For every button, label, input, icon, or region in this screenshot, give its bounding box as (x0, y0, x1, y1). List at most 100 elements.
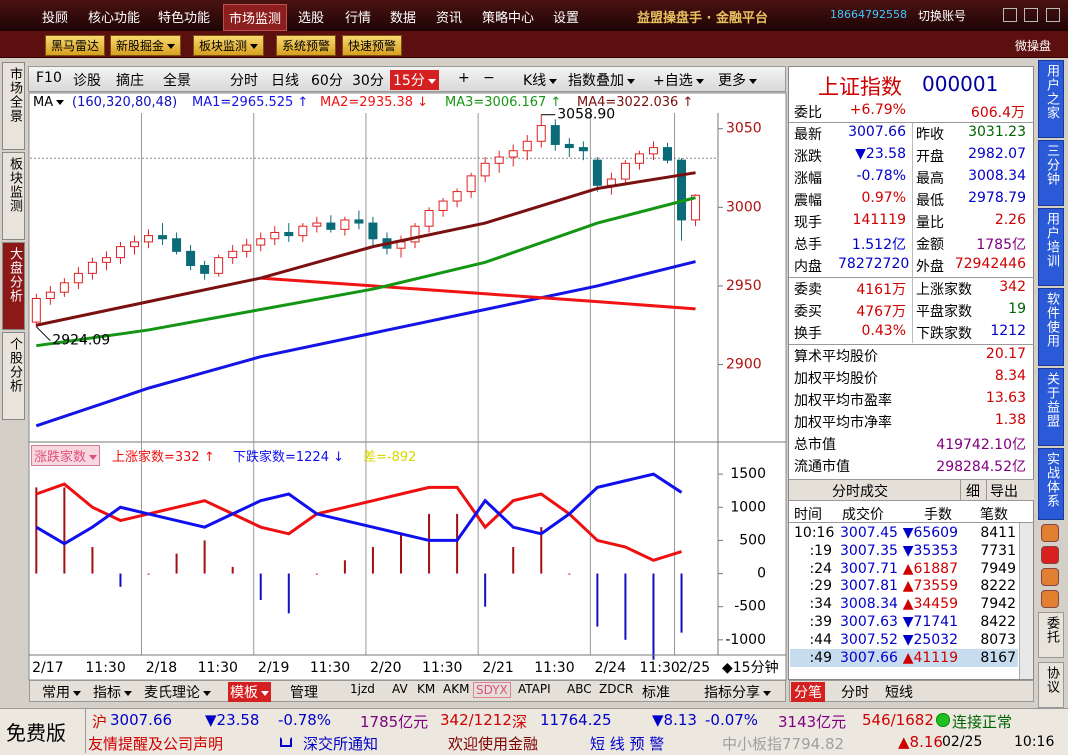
right-tab[interactable]: 三分钟 (1038, 140, 1064, 206)
trade-tab: 细 (966, 484, 980, 500)
phone: 18664792558 (830, 8, 907, 21)
right-tab[interactable]: 协议 (1038, 662, 1064, 708)
chart-tool[interactable]: +自选 (650, 70, 707, 90)
chart-tool[interactable]: F10 (36, 70, 62, 86)
side-icon[interactable] (1041, 546, 1059, 564)
candle-body (270, 231, 280, 240)
indicator-title[interactable]: 涨跌家数 (31, 445, 101, 466)
toolbar-button[interactable]: 系统预警 (276, 35, 337, 56)
bottom-tab[interactable]: 模板 (228, 682, 271, 702)
chart-tool[interactable]: 摘庄 (116, 73, 144, 89)
chart-tool[interactable]: 60分 (311, 73, 343, 89)
quote-value: 1212 (990, 323, 1026, 339)
chart-tool[interactable]: 诊股 (73, 73, 101, 89)
bottom-tab[interactable]: 麦氏理论 (142, 682, 213, 702)
menu-item[interactable]: 选股 (298, 11, 325, 26)
window-button[interactable] (1024, 8, 1038, 22)
chart-tool[interactable]: 30分 (352, 73, 384, 89)
ma-name[interactable]: MA (33, 95, 64, 110)
quote-label: 上涨家数 (916, 282, 972, 298)
status-link[interactable]: 深交所通知 (303, 735, 379, 753)
chart-tool[interactable]: 日线 (271, 73, 299, 89)
right-tab[interactable]: 实战体系 (1038, 448, 1064, 520)
trade-volume: ▼35353 (902, 542, 958, 559)
right-tab[interactable]: 关于益盟 (1038, 368, 1064, 446)
account[interactable]: 切换账号 (918, 9, 967, 23)
toolbar-button[interactable]: 新股掘金 (110, 35, 182, 56)
trade-tab: 导出 (990, 484, 1018, 500)
status-item: 沪 (92, 713, 108, 731)
candle-body (144, 235, 154, 243)
chart-tool[interactable]: 全景 (163, 73, 191, 89)
bottom-tab[interactable]: 指标 (91, 682, 134, 702)
bottom-tab[interactable]: 标准 (642, 685, 670, 701)
x-tick-label: 2/20 (370, 660, 401, 676)
left-tab[interactable]: 市场全景 (2, 62, 25, 150)
y-tick-label: 500 (739, 532, 766, 548)
chart-tool[interactable]: + (458, 70, 470, 86)
bottom-tab[interactable]: SDYX (473, 682, 511, 698)
quote-value: 1785亿 (976, 237, 1026, 253)
right-tab-label: 协议 (1044, 666, 1059, 694)
quote-value: 3031.23 (968, 124, 1026, 140)
candle-body (228, 250, 238, 259)
diff-bar (568, 573, 571, 575)
right-tab[interactable]: 委托 (1038, 612, 1064, 658)
right-tab[interactable]: 软件使用 (1038, 288, 1064, 366)
chart-tool[interactable]: 更多 (715, 70, 760, 90)
right-tab[interactable]: 用户之家 (1038, 60, 1064, 138)
bottom-tab[interactable]: 指标分享 (702, 682, 773, 702)
bottom-tab[interactable]: 常用 (40, 682, 83, 702)
status-link[interactable]: 短 线 预 警 (590, 735, 665, 753)
side-icon[interactable] (1041, 568, 1059, 586)
menu-item[interactable]: 特色功能 (158, 11, 211, 26)
menu-item[interactable]: 设置 (553, 11, 580, 26)
menu-item[interactable]: 投顾 (42, 11, 69, 26)
chart-tool[interactable]: 15分 (390, 70, 439, 90)
toolbar-button[interactable]: 板块监测 (193, 35, 265, 56)
y-tick-label: 0 (757, 566, 766, 582)
trade-price: 3007.66 (840, 649, 898, 666)
right-tab[interactable]: 用户培训 (1038, 208, 1064, 286)
bottom-tab[interactable]: ZDCR (599, 682, 634, 696)
chart-tool[interactable]: − (483, 70, 495, 86)
bottom-tab[interactable]: 管理 (290, 685, 318, 701)
menu-item[interactable]: 核心功能 (88, 11, 141, 26)
toolbar-button[interactable]: 快速预警 (342, 35, 403, 56)
right-tab-label: 委托 (1044, 616, 1059, 644)
chart-tool[interactable]: 指数叠加 (565, 70, 638, 90)
chart-tool[interactable]: 分时 (230, 73, 258, 89)
menu-item[interactable]: 策略中心 (482, 11, 535, 26)
quote-label: 开盘 (916, 149, 944, 165)
toolbar-right[interactable]: 微操盘 (1015, 39, 1052, 53)
bottom-tab[interactable]: ATAPI (518, 682, 551, 696)
left-tab[interactable]: 大盘分析 (2, 242, 25, 330)
menu-item[interactable]: 数据 (390, 11, 417, 26)
bottom-tab[interactable]: KM (417, 682, 436, 696)
candle-body (256, 238, 266, 246)
window-button[interactable] (1046, 8, 1060, 22)
trade-time: :34 (809, 596, 832, 613)
bottom-tab[interactable]: AKM (443, 682, 470, 696)
chart-tool[interactable]: K线 (520, 70, 560, 90)
side-icon[interactable] (1041, 524, 1059, 542)
stat-value: 20.17 (985, 346, 1026, 362)
trade-header: 时间 (794, 507, 822, 523)
left-tab[interactable]: 个股分析 (2, 332, 25, 420)
quote-label: 量比 (916, 215, 944, 231)
bottom-tab[interactable]: AV (392, 682, 408, 696)
menu-item[interactable]: 资讯 (436, 11, 463, 26)
left-tab[interactable]: 板块监测 (2, 152, 25, 240)
menu-item[interactable]: 行情 (345, 11, 372, 26)
status-link[interactable]: 欢迎使用金融 (448, 735, 539, 753)
bottom-tab[interactable]: ABC (567, 682, 592, 696)
toolbar-button[interactable]: 黑马雷达 (45, 35, 106, 56)
bottom-tab[interactable]: 1jzd (350, 682, 375, 696)
status-link[interactable]: 友情提醒及公司声明 (88, 735, 224, 753)
window-button[interactable] (1003, 8, 1017, 22)
menu-item[interactable]: 市场监测 (223, 4, 288, 31)
candle-body (158, 235, 168, 240)
side-icon[interactable] (1041, 590, 1059, 608)
y-tick-label: 3050 (726, 121, 762, 137)
